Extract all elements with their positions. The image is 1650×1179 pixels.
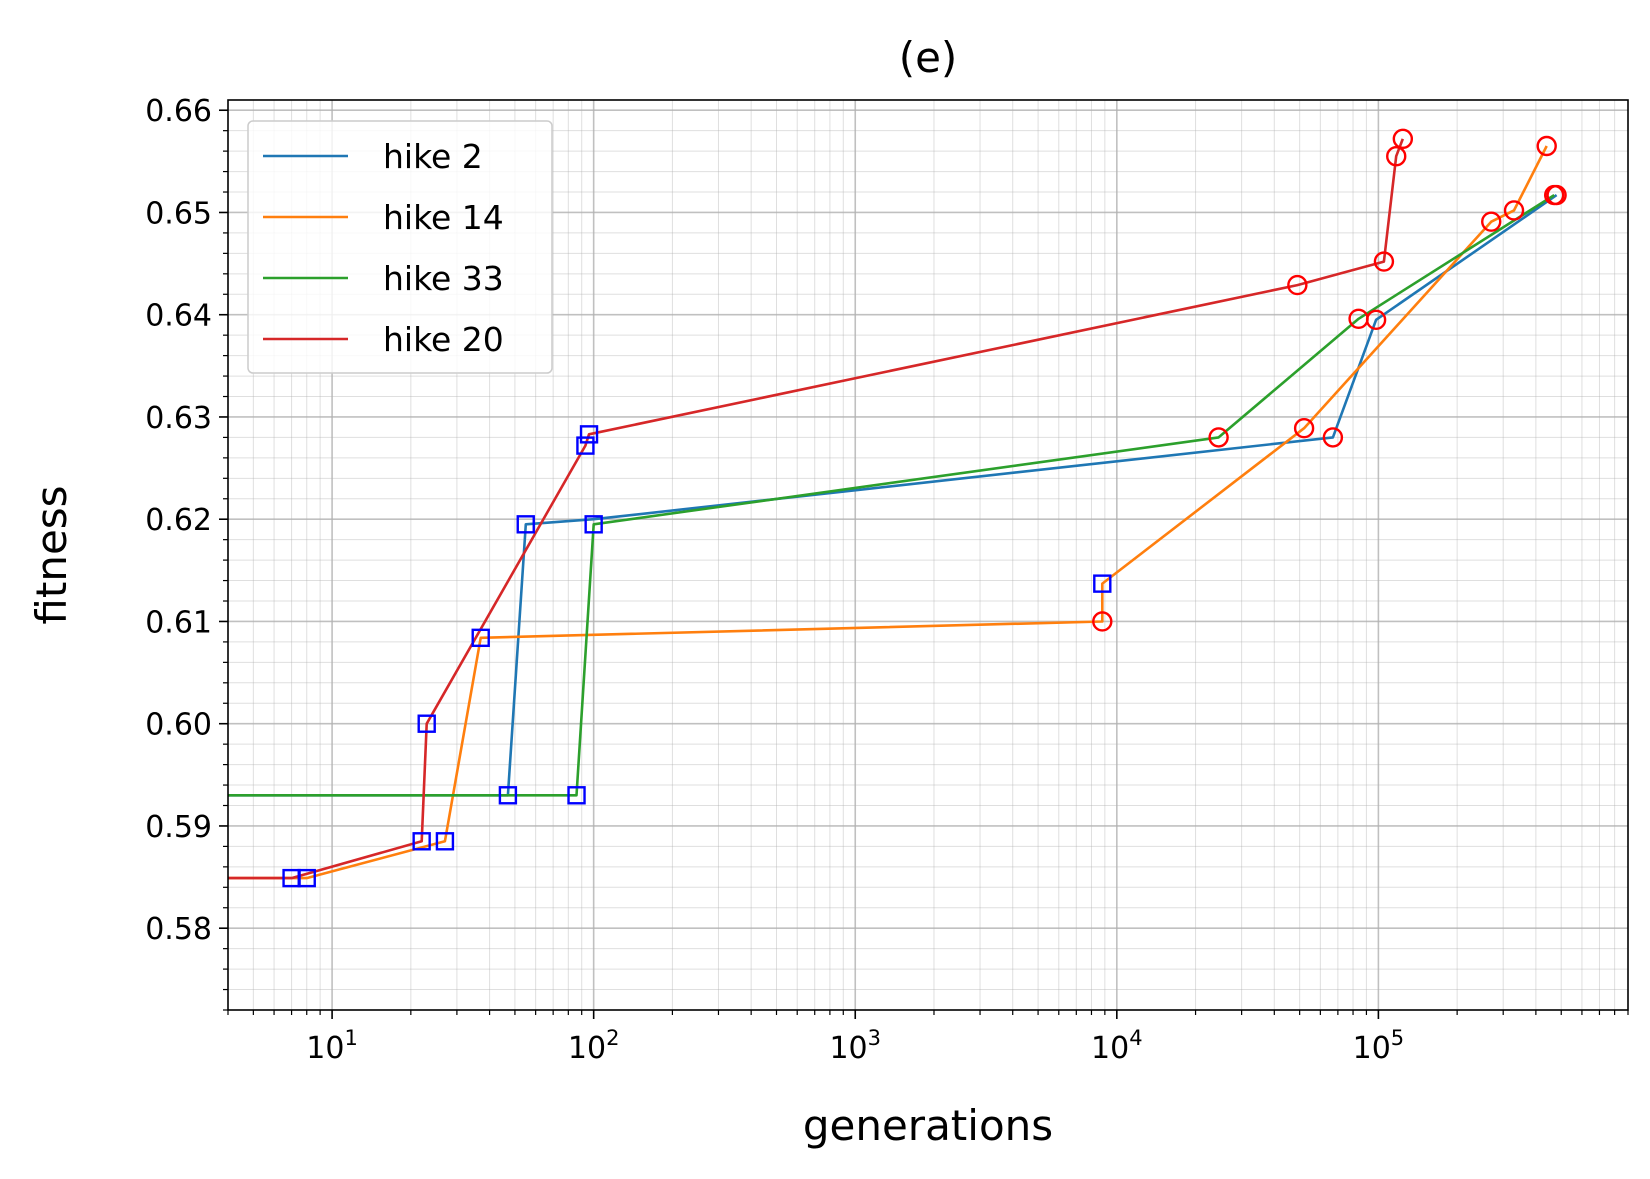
y-axis-label: fitness (27, 485, 76, 624)
circle-marker (1287, 274, 1308, 296)
x-tick-label-exponent: 2 (606, 1026, 619, 1050)
circle-marker (1208, 427, 1229, 448)
square-marker (412, 832, 431, 851)
circle-marker (1293, 418, 1315, 439)
x-tick-label-base: 10 (1353, 1031, 1391, 1066)
square-marker (498, 786, 518, 805)
square-marker (417, 714, 436, 733)
y-tick-label: 0.64 (145, 299, 212, 334)
y-tick-label: 0.61 (145, 605, 212, 640)
x-tick-label: 101 (306, 1026, 358, 1066)
circle-marker (1481, 211, 1502, 232)
y-tick-label: 0.60 (145, 708, 212, 743)
plot-frame (227, 99, 1629, 1011)
y-tick-label: 0.63 (145, 401, 212, 436)
legend-box (247, 120, 553, 374)
series-layer (228, 138, 1558, 880)
circle-marker (1386, 146, 1407, 167)
series-line-hike-14 (228, 145, 1548, 880)
legend-label: hike 14 (383, 198, 504, 237)
circle-marker (1503, 200, 1525, 221)
x-tick-label-base: 10 (829, 1031, 867, 1066)
circle-marker (1373, 251, 1395, 272)
square-marker (516, 515, 535, 534)
y-tick-label: 0.62 (145, 503, 212, 538)
legend-label: hike 33 (383, 259, 504, 298)
series-line-hike-33 (228, 194, 1555, 797)
x-tick-label-exponent: 1 (344, 1026, 357, 1050)
x-tick-label: 103 (829, 1026, 881, 1066)
x-axis-ticks: 101 102 103 104 105 (227, 1010, 1629, 1066)
square-marker (435, 832, 455, 851)
series-line-hike-20 (228, 138, 1405, 880)
square-marker (471, 628, 490, 648)
circle-marker (1348, 308, 1369, 330)
x-tick-label-exponent: 4 (1129, 1026, 1142, 1050)
y-axis-ticks: 0.58 0.59 0.60 0.61 0.62 0.63 0.64 0.65 0.66 (145, 94, 228, 1011)
square-marker (1093, 574, 1112, 593)
square-marker (576, 436, 595, 455)
legend: hike 2 hike 14 hike 33 hike 20 (247, 120, 553, 374)
square-marker (584, 515, 603, 534)
circle-marker (1322, 427, 1344, 448)
square-marker (282, 868, 301, 888)
circle-marker (1092, 611, 1113, 632)
marker-layer (282, 128, 1567, 888)
circle-marker (1536, 135, 1557, 157)
legend-label: hike 2 (383, 137, 483, 176)
x-axis-label: generations (803, 1101, 1053, 1150)
x-tick-label-exponent: 3 (868, 1026, 881, 1050)
square-marker (579, 425, 599, 444)
legend-label: hike 20 (383, 320, 504, 359)
y-tick-label: 0.59 (145, 810, 212, 845)
x-tick-label: 102 (568, 1026, 620, 1066)
x-tick-label-base: 10 (306, 1031, 344, 1066)
x-tick-label-exponent: 5 (1391, 1026, 1404, 1050)
y-tick-label: 0.66 (145, 94, 212, 129)
x-tick-label-base: 10 (1091, 1031, 1129, 1066)
x-tick-label: 105 (1353, 1026, 1405, 1066)
chart-title: (e) (899, 33, 958, 82)
x-tick-label: 104 (1091, 1026, 1143, 1066)
y-tick-label: 0.65 (145, 196, 212, 231)
x-tick-label-base: 10 (568, 1031, 606, 1066)
circle-marker (1543, 184, 1565, 206)
square-marker (567, 786, 586, 805)
circle-marker (1392, 128, 1414, 150)
y-tick-label: 0.58 (145, 912, 212, 947)
